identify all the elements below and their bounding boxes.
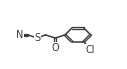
Text: O: O	[51, 43, 59, 53]
Text: S: S	[34, 33, 41, 43]
Text: Cl: Cl	[86, 45, 95, 55]
Text: N: N	[16, 30, 23, 40]
